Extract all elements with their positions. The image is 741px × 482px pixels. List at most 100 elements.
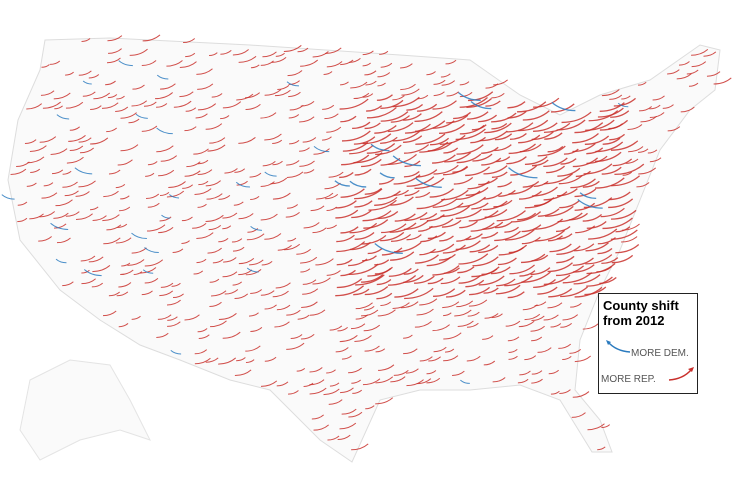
shift-arrow (275, 282, 291, 289)
shift-arrow (496, 210, 526, 222)
shift-arrow (62, 281, 74, 287)
shift-arrow (388, 267, 412, 277)
shift-arrow (156, 103, 168, 108)
shift-arrow (376, 94, 393, 101)
shift-arrow (133, 271, 143, 276)
shift-arrow (194, 188, 212, 195)
shift-arrow (491, 122, 508, 130)
shift-arrow (444, 152, 472, 163)
shift-arrow (300, 256, 318, 264)
shift-arrow (517, 378, 529, 384)
shift-arrow (207, 144, 226, 152)
shift-arrow (90, 137, 109, 145)
shift-arrow (340, 387, 354, 394)
shift-arrow (505, 320, 521, 327)
shift-arrow (168, 181, 186, 189)
shift-arrow (420, 235, 438, 243)
shift-arrow (404, 212, 428, 222)
shift-arrow (433, 288, 456, 297)
shift-arrow (429, 188, 454, 198)
shift-arrow (185, 107, 197, 112)
shift-arrow (352, 389, 363, 394)
shift-arrow (349, 222, 378, 234)
shift-arrow (88, 74, 100, 79)
shift-arrow (170, 349, 182, 355)
dem-arrow (606, 340, 631, 353)
shift-arrow (196, 258, 207, 264)
legend: County shift from 2012 MORE DEM. MORE RE… (598, 293, 698, 394)
shift-arrow (92, 215, 107, 221)
shift-arrow (55, 199, 73, 207)
shift-arrow (432, 100, 457, 110)
shift-arrow (155, 92, 174, 100)
shift-arrow (249, 172, 262, 178)
shift-arrow (261, 260, 273, 266)
shift-arrow (601, 89, 620, 97)
shift-arrow (537, 286, 558, 295)
shift-arrow (197, 328, 208, 333)
shift-arrow (337, 434, 351, 440)
shift-arrow (108, 291, 121, 297)
shift-arrow (491, 266, 511, 275)
shift-arrow (432, 120, 455, 129)
shift-arrow (688, 82, 699, 87)
shift-arrow (115, 237, 132, 244)
shift-arrow (482, 221, 504, 230)
shift-arrow (404, 287, 434, 300)
shift-arrow (419, 356, 433, 362)
shift-arrow (453, 111, 472, 120)
shift-arrow (120, 112, 137, 119)
shift-arrow (141, 60, 157, 66)
shift-arrow (504, 229, 535, 241)
shift-arrow (246, 267, 259, 273)
shift-arrow (118, 60, 133, 67)
shift-arrow (348, 411, 363, 418)
shift-arrow (335, 200, 357, 209)
shift-arrow (621, 236, 638, 243)
shift-arrow (570, 302, 582, 308)
shift-arrow (335, 347, 349, 353)
shift-arrow (649, 104, 661, 110)
shift-arrow (472, 256, 499, 267)
shift-arrow (414, 320, 432, 328)
shift-arrow (24, 139, 37, 145)
shift-arrow (446, 289, 466, 298)
shift-arrow (156, 332, 169, 338)
shift-arrow (166, 60, 183, 67)
shift-arrow (679, 61, 690, 66)
shift-arrow (524, 355, 537, 361)
shift-arrow (457, 196, 486, 208)
shift-arrow (582, 213, 603, 222)
shift-arrow (649, 112, 665, 119)
shift-arrow (595, 177, 625, 189)
shift-arrow (54, 105, 63, 110)
shift-arrow (574, 355, 592, 363)
shift-arrow (324, 113, 339, 120)
shift-arrow (354, 335, 372, 342)
shift-arrow (478, 275, 505, 286)
shift-arrow (181, 240, 190, 245)
shift-arrow (377, 210, 399, 220)
shift-arrow (456, 235, 472, 242)
shift-arrow (427, 277, 444, 285)
shift-arrow (157, 314, 172, 320)
shift-arrow (585, 242, 609, 252)
shift-arrow (471, 202, 489, 210)
shift-arrow (557, 233, 573, 240)
shift-arrow (326, 369, 336, 374)
shift-arrow (302, 279, 317, 285)
shift-arrow (184, 314, 200, 321)
shift-arrow (245, 103, 261, 111)
shift-arrow (403, 334, 413, 339)
shift-arrow (366, 105, 383, 112)
shift-arrow (101, 102, 119, 109)
shift-arrow (326, 61, 343, 68)
shift-arrow (299, 116, 315, 123)
shift-arrow (439, 123, 465, 134)
shift-arrow (367, 107, 397, 119)
shift-arrow (465, 187, 489, 196)
shift-arrow (611, 175, 641, 187)
shift-arrow (287, 204, 299, 209)
shift-arrow (559, 389, 571, 395)
shift-arrow (601, 424, 611, 429)
